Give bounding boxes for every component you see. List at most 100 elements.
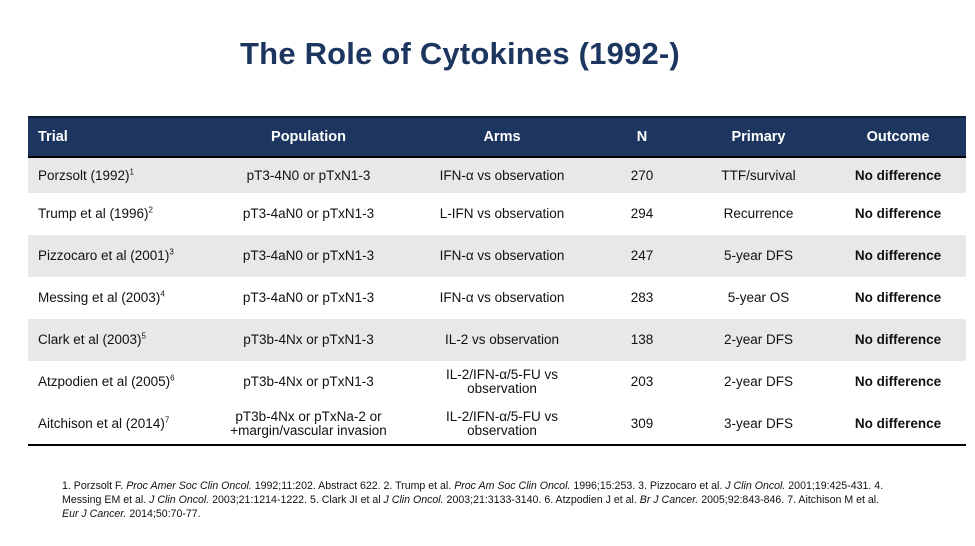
reference-superscript: 5 [141, 331, 146, 341]
reference-superscript: 2 [148, 205, 153, 215]
reference-text: Messing EM et al. [62, 494, 150, 506]
cytokine-trials-table-container: Trial Population Arms N Primary Outcome … [28, 116, 966, 446]
cell-population: pT3-4aN0 or pTxN1-3 [242, 290, 375, 305]
header-n: N [597, 117, 687, 158]
cell-outcome: No difference [854, 374, 942, 389]
table-row: Clark et al (2003)5 pT3b-4Nx or pTxN1-3 IL… [28, 319, 966, 361]
reference-text: 7. [787, 494, 799, 506]
table-header: Trial Population Arms N Primary Outcome [28, 117, 966, 158]
reference-journal: J Clin Oncol. [149, 494, 210, 506]
cell-outcome: No difference [854, 332, 942, 347]
cell-trial: Aitchison et al (2014)7 [28, 403, 210, 445]
reference-entry: 2. Trump et al. Proc Am Soc Clin Oncol. … [384, 480, 639, 492]
cell-n: 247 [630, 248, 654, 263]
cell-n: 283 [630, 290, 654, 305]
table-body: Porzsolt (1992)1 pT3-4N0 or pTxN1-3 IFN-α … [28, 157, 966, 445]
reference-text: Trump et al. [395, 480, 455, 492]
cell-population: pT3-4N0 or pTxN1-3 [246, 167, 371, 183]
reference-journal: J Clin Oncol. [725, 480, 786, 492]
trial-name: Aitchison et al (2014) [38, 415, 165, 431]
reference-text: 1. [62, 480, 74, 492]
cell-arms: IL-2 vs observation [444, 332, 560, 347]
cell-primary: 2-year DFS [723, 374, 794, 389]
cell-primary: TTF/survival [721, 167, 796, 183]
cell-n: 270 [630, 167, 654, 183]
cell-trial: Pizzocaro et al (2001)3 [28, 235, 210, 277]
reference-journal: Proc Am Soc Clin Oncol. [454, 480, 571, 492]
references-footnote: 1. Porzsolt F. Proc Amer Soc Clin Oncol.… [62, 479, 892, 521]
reference-text: 2003;21:1214-1222. [209, 494, 310, 506]
reference-text: 1996;15:253. [570, 480, 639, 492]
reference-text: 1992;11:202. Abstract 622. [251, 480, 384, 492]
cell-primary: 3-year DFS [723, 415, 794, 431]
reference-superscript: 3 [169, 247, 174, 257]
trial-name: Atzpodien et al (2005) [38, 374, 171, 389]
cell-population: pT3b-4Nx or pTxN1-3 [243, 332, 374, 347]
cell-outcome: No difference [854, 415, 942, 431]
cell-outcome: No difference [854, 167, 942, 183]
cell-population: pT3-4aN0 or pTxN1-3 [242, 206, 375, 221]
trial-name: Pizzocaro et al (2001) [38, 248, 170, 263]
cell-outcome: No difference [854, 206, 942, 221]
cell-trial: Porzsolt (1992)1 [28, 157, 210, 193]
cell-trial: Messing et al (2003)4 [28, 277, 210, 319]
trial-name: Porzsolt (1992) [38, 167, 130, 183]
reference-text: 3. [638, 480, 650, 492]
reference-journal: Br J Cancer. [639, 494, 699, 506]
cell-primary: Recurrence [723, 206, 794, 221]
header-outcome: Outcome [830, 117, 966, 158]
reference-text: 2014;50:70-77. [126, 508, 201, 520]
reference-text: 6. [544, 494, 556, 506]
reference-text: Porzsolt F. [73, 480, 127, 492]
reference-entry: 1. Porzsolt F. Proc Amer Soc Clin Oncol.… [62, 480, 384, 492]
reference-journal: J Clin Oncol. [383, 494, 444, 506]
reference-entry: 3. Pizzocaro et al. J Clin Oncol. 2001;1… [638, 480, 874, 492]
trial-name: Clark et al (2003) [38, 332, 142, 347]
header-primary: Primary [687, 117, 830, 158]
trial-name: Messing et al (2003) [38, 290, 161, 305]
cell-arms: IFN-α vs observation [439, 167, 565, 183]
reference-text: 2005;92:843-846. [698, 494, 788, 506]
table-row: Pizzocaro et al (2001)3 pT3-4aN0 or pTxN1… [28, 235, 966, 277]
cell-primary: 2-year DFS [723, 332, 794, 347]
reference-entry: 7. Aitchison M et al. Eur J Cancer. 2014… [62, 494, 879, 520]
reference-text: 2003;21:3133-3140. [443, 494, 545, 506]
reference-text: 5. [309, 494, 322, 506]
slide-title: The Role of Cytokines (1992-) [240, 36, 680, 71]
cell-trial: Clark et al (2003)5 [28, 319, 210, 361]
cell-arms: L-IFN vs observation [439, 206, 565, 221]
trial-name: Trump et al (1996) [38, 206, 149, 221]
table-row: Messing et al (2003)4 pT3-4aN0 or pTxN1-3… [28, 277, 966, 319]
cell-arms: IFN-α vs observation [439, 248, 565, 263]
reference-entry: 6. Atzpodien J et al. Br J Cancer. 2005;… [544, 494, 787, 506]
reference-superscript: 6 [170, 373, 175, 383]
reference-text: Aitchison M et al. [798, 494, 880, 506]
header-arms: Arms [407, 117, 597, 158]
table-row: Trump et al (1996)2 pT3-4aN0 or pTxN1-3 L-… [28, 193, 966, 235]
reference-text: Pizzocaro et al. [649, 480, 726, 492]
reference-entry: 5. Clark JI et al J Clin Oncol. 2003;21:… [310, 494, 544, 506]
cell-n: 203 [630, 374, 654, 389]
reference-journal: Eur J Cancer. [62, 508, 127, 520]
header-trial: Trial [28, 117, 210, 158]
cell-primary: 5-year DFS [723, 248, 794, 263]
table-row: Porzsolt (1992)1 pT3-4N0 or pTxN1-3 IFN-α … [28, 157, 966, 193]
header-population: Population [210, 117, 407, 158]
cell-primary: 5-year OS [727, 290, 790, 305]
table-header-row: Trial Population Arms N Primary Outcome [28, 117, 966, 158]
cell-outcome: No difference [854, 290, 942, 305]
cell-population: pT3b-4Nx or pTxN1-3 [243, 374, 374, 389]
reference-text: 2. [383, 480, 396, 492]
table-row: Aitchison et al (2014)7 pT3b-4Nx or pTxNa… [28, 403, 966, 445]
reference-journal: Proc Amer Soc Clin Oncol. [126, 480, 252, 492]
reference-superscript: 1 [129, 167, 134, 176]
cell-arms: IFN-α vs observation [439, 290, 565, 305]
reference-superscript: 7 [164, 415, 170, 424]
cell-arms: IL-2/IFN-α/5-FU vs observation [445, 367, 559, 396]
cell-n: 294 [630, 206, 654, 221]
reference-entry: 4. Messing EM et al. J Clin Oncol. 2003;… [62, 480, 883, 506]
table-row: Atzpodien et al (2005)6 pT3b-4Nx or pTxN1… [28, 361, 966, 403]
cytokine-trials-table: Trial Population Arms N Primary Outcome … [28, 116, 966, 446]
cell-population: pT3-4aN0 or pTxN1-3 [242, 248, 375, 263]
cell-n: 138 [630, 332, 654, 347]
